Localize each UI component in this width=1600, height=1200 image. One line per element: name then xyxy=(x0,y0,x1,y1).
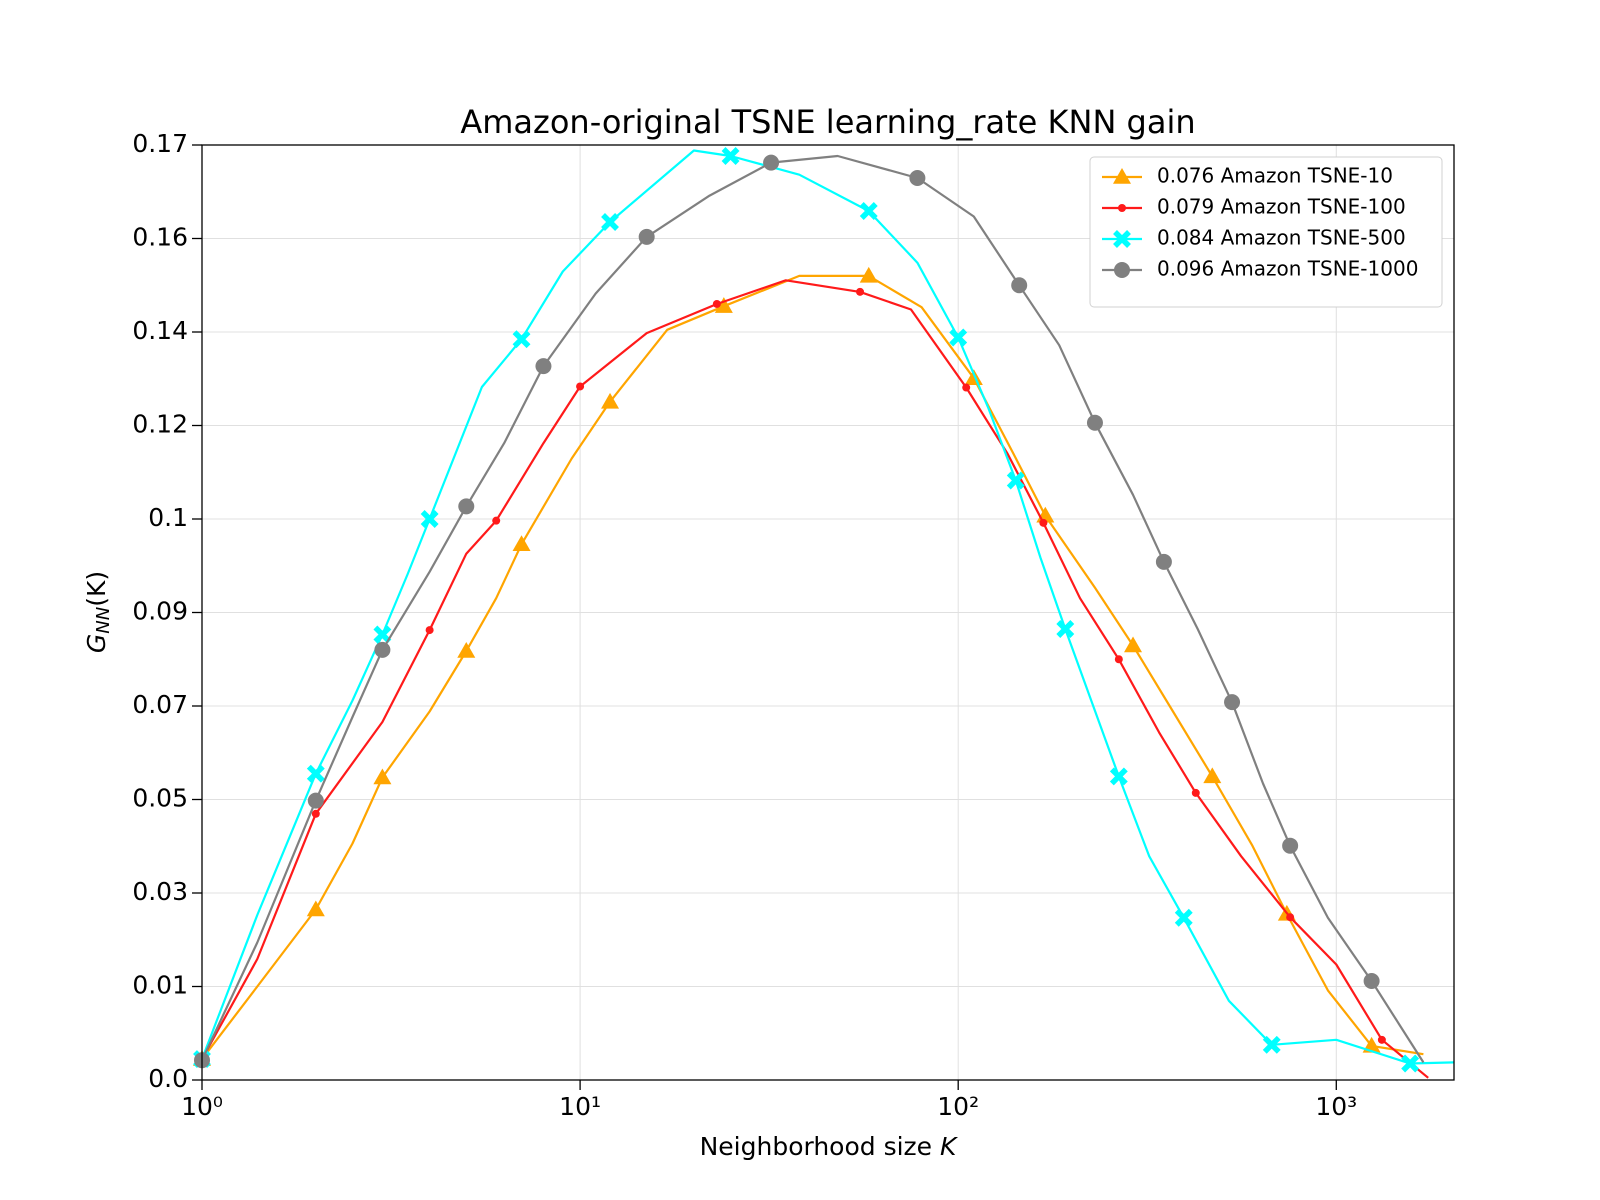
marker xyxy=(457,642,476,658)
y-axis-label-sub: NN xyxy=(93,607,114,634)
marker xyxy=(1286,913,1295,922)
x-tick-label: 10³ xyxy=(1315,1092,1357,1121)
x-axis-label: Neighborhood size K xyxy=(700,1132,959,1161)
marker xyxy=(373,768,392,785)
legend-marker xyxy=(1118,204,1126,212)
marker xyxy=(1377,1035,1386,1044)
y-tick-label: 0.17 xyxy=(132,129,188,158)
marker xyxy=(306,900,325,917)
y-tick-label: 0.07 xyxy=(132,690,188,719)
y-tick-label: 0.05 xyxy=(132,784,188,813)
marker xyxy=(1086,414,1103,431)
marker xyxy=(909,170,926,186)
marker xyxy=(1282,837,1299,854)
marker xyxy=(962,383,971,392)
marker xyxy=(714,297,733,313)
marker xyxy=(1224,694,1241,711)
legend-label: 0.079 Amazon TSNE-100 xyxy=(1157,195,1406,219)
marker xyxy=(373,625,392,644)
marker xyxy=(1109,767,1128,786)
y-tick-label: 0.16 xyxy=(132,223,188,252)
line xyxy=(201,279,1429,1079)
chart-title: Amazon-original TSNE learning_rate KNN g… xyxy=(460,103,1195,141)
legend-marker xyxy=(1114,262,1130,278)
marker xyxy=(1056,620,1075,638)
y-tick-label: 0.12 xyxy=(132,410,188,439)
marker xyxy=(1401,1054,1420,1073)
y-tick-label: 0.14 xyxy=(132,316,188,345)
marker xyxy=(576,382,585,391)
marker xyxy=(374,641,391,658)
y-axis-label: GNN(K) xyxy=(82,571,114,653)
marker xyxy=(859,202,878,220)
marker xyxy=(420,510,439,528)
marker xyxy=(425,626,434,635)
x-tick-label: 10¹ xyxy=(559,1092,601,1121)
marker xyxy=(949,328,968,347)
legend-marker xyxy=(1113,168,1131,184)
marker xyxy=(763,154,780,171)
marker xyxy=(1124,636,1143,653)
marker xyxy=(859,266,878,283)
legend-label: 0.084 Amazon TSNE-500 xyxy=(1157,226,1406,250)
marker xyxy=(1155,553,1172,570)
plot-frame xyxy=(201,144,1455,1081)
marker xyxy=(311,809,320,818)
marker xyxy=(1262,1035,1281,1054)
marker xyxy=(512,535,531,552)
marker xyxy=(307,792,324,809)
marker xyxy=(1114,655,1123,664)
line xyxy=(200,149,1455,1065)
y-tick-label: 0.1 xyxy=(148,503,188,532)
marker xyxy=(601,392,620,409)
marker xyxy=(856,287,865,296)
plot-area: 0.0 0.01 0.03 0.05 0.07 0.09 0.1 0.12 0.14 0.16 0.… xyxy=(132,129,1455,1121)
marker xyxy=(492,516,501,525)
marker xyxy=(1174,908,1193,927)
y-tick-label: 0.01 xyxy=(132,971,188,1000)
x-axis-label-var: K xyxy=(940,1132,959,1161)
line xyxy=(201,274,1424,1060)
marker xyxy=(601,213,619,231)
marker xyxy=(712,299,721,308)
marker xyxy=(1006,471,1025,490)
y-axis-label-main: G xyxy=(82,634,111,653)
marker xyxy=(1011,277,1028,294)
marker xyxy=(1363,973,1380,989)
legend-marker xyxy=(1113,230,1131,248)
legend-label: 0.076 Amazon TSNE-10 xyxy=(1157,164,1393,188)
marker xyxy=(1039,518,1048,527)
line xyxy=(201,154,1425,1063)
y-tick-label: 0.0 xyxy=(148,1064,188,1093)
marker xyxy=(721,147,740,165)
marker xyxy=(535,358,552,375)
x-axis-label-text: Neighborhood size xyxy=(700,1132,940,1161)
x-tick-label: 10² xyxy=(937,1092,979,1121)
marker xyxy=(964,369,983,385)
legend: 0.076 Amazon TSNE-10 0.079 Amazon TSNE-10… xyxy=(1089,156,1443,308)
marker xyxy=(458,498,475,515)
legend-label: 0.096 Amazon TSNE-1000 xyxy=(1157,257,1418,281)
marker xyxy=(1191,788,1200,797)
y-axis-label-rest: (K) xyxy=(82,571,111,607)
marker xyxy=(512,330,531,349)
x-tick-label: 10⁰ xyxy=(181,1092,223,1121)
y-tick-label: 0.09 xyxy=(132,597,188,626)
marker xyxy=(1203,767,1222,784)
y-tick-label: 0.03 xyxy=(132,877,188,906)
legend-box xyxy=(1089,156,1443,308)
marker xyxy=(638,228,655,245)
marker xyxy=(306,764,325,783)
